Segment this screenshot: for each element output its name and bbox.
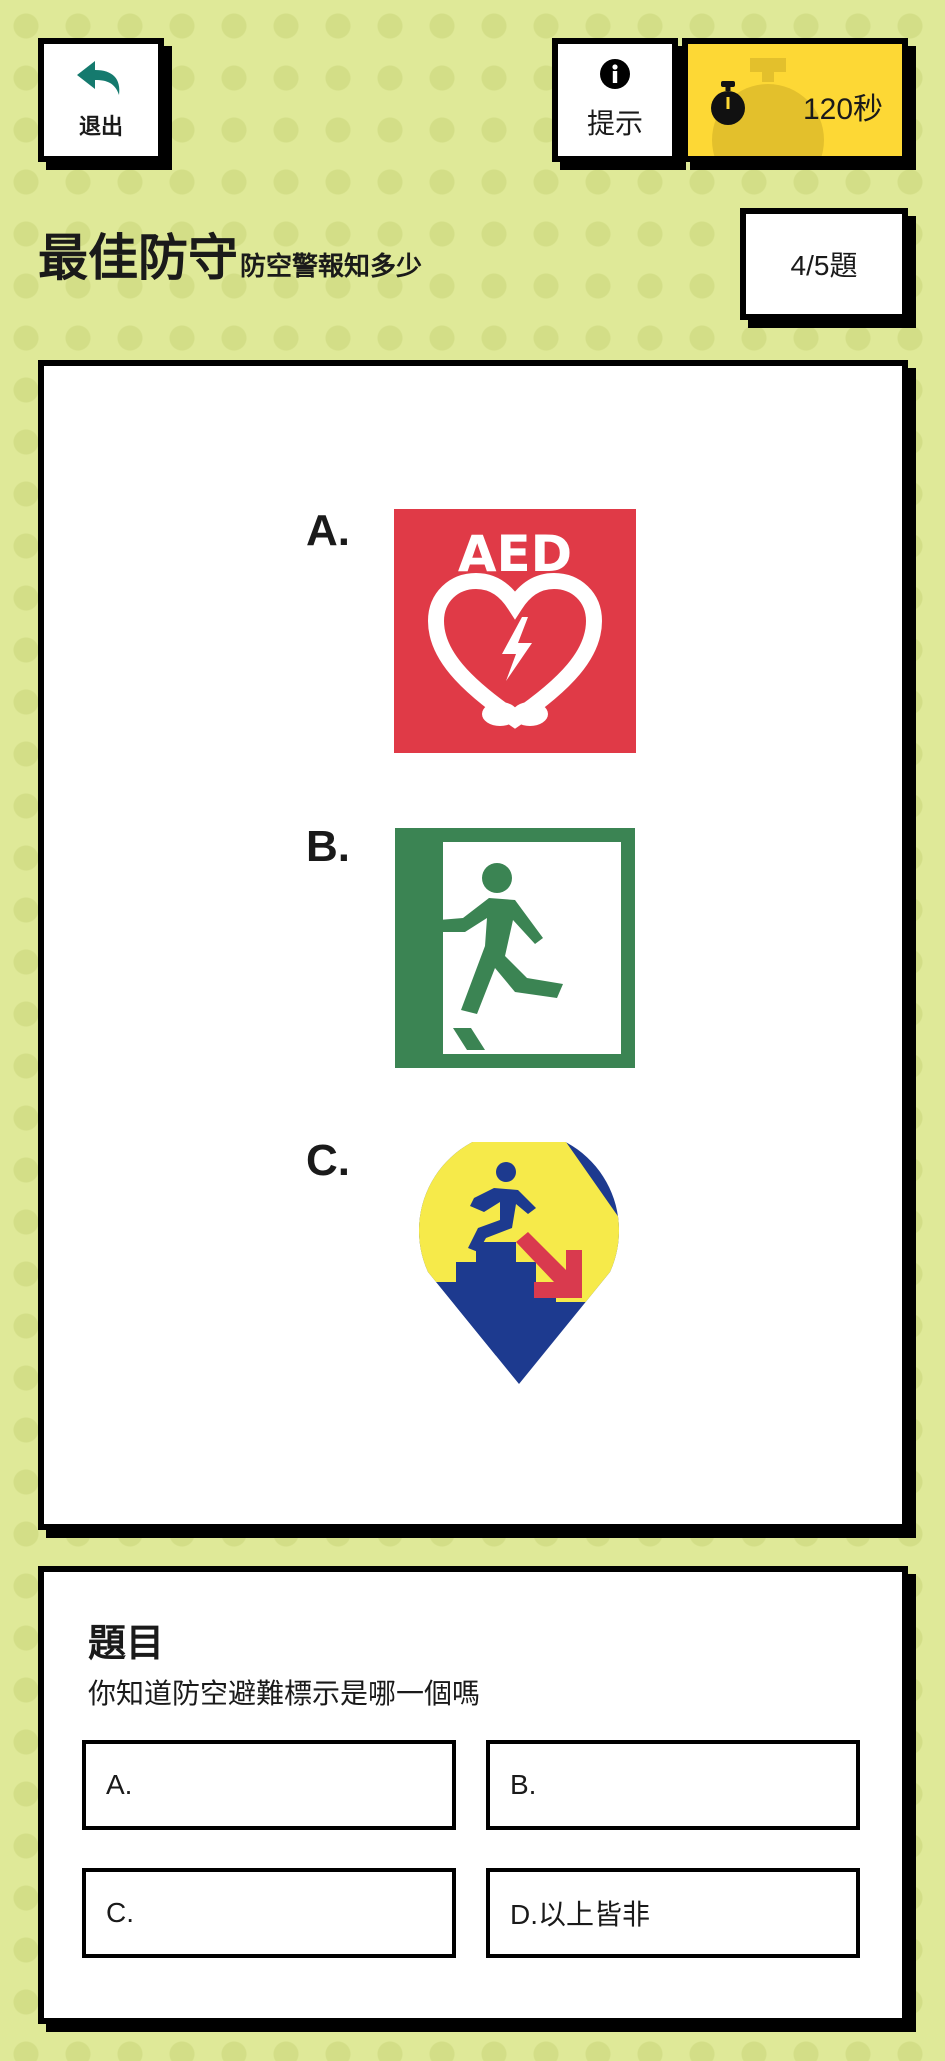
hint-button[interactable]: 提示 (552, 38, 678, 162)
hint-label: 提示 (586, 107, 643, 140)
timer-text: 120秒 (803, 93, 884, 126)
option-b-image (395, 828, 635, 1072)
option-a-letter: A. (306, 506, 350, 555)
countdown-timer: 120秒 (682, 38, 908, 162)
options-image-panel: A. AED B. C. (38, 360, 908, 1530)
exit-button[interactable]: 退出 (38, 38, 164, 162)
exit-label: 退出 (78, 115, 123, 140)
question-text: 你知道防空避難標示是哪一個嗎 (88, 1677, 481, 1710)
title-main: 最佳防守 (38, 229, 238, 287)
option-b-letter: B. (306, 822, 350, 871)
air-raid-shelter-sign-icon (418, 1142, 619, 1385)
answer-a-button[interactable]: A. (82, 1740, 456, 1830)
page-title: 最佳防守防空警報知多少 (38, 218, 422, 290)
aed-sign-icon: AED (394, 509, 636, 753)
option-c-image (416, 1142, 622, 1396)
answer-d-button[interactable]: D.以上皆非 (486, 1868, 860, 1958)
answer-c-button[interactable]: C. (82, 1868, 456, 1958)
question-heading: 題目 (88, 1621, 165, 1665)
answer-b-button[interactable]: B. (486, 1740, 860, 1830)
info-icon (599, 58, 631, 94)
emergency-exit-sign-icon (395, 828, 635, 1068)
undo-arrow-icon (75, 59, 127, 107)
option-a-image: AED (394, 509, 636, 757)
stopwatch-icon (708, 80, 748, 130)
option-c-letter: C. (306, 1136, 350, 1185)
question-panel: 題目 你知道防空避難標示是哪一個嗎 A. B. C. D.以上皆非 (38, 1566, 908, 2024)
title-sub: 防空警報知多少 (240, 252, 423, 282)
question-counter: 4/5題 (740, 208, 908, 320)
